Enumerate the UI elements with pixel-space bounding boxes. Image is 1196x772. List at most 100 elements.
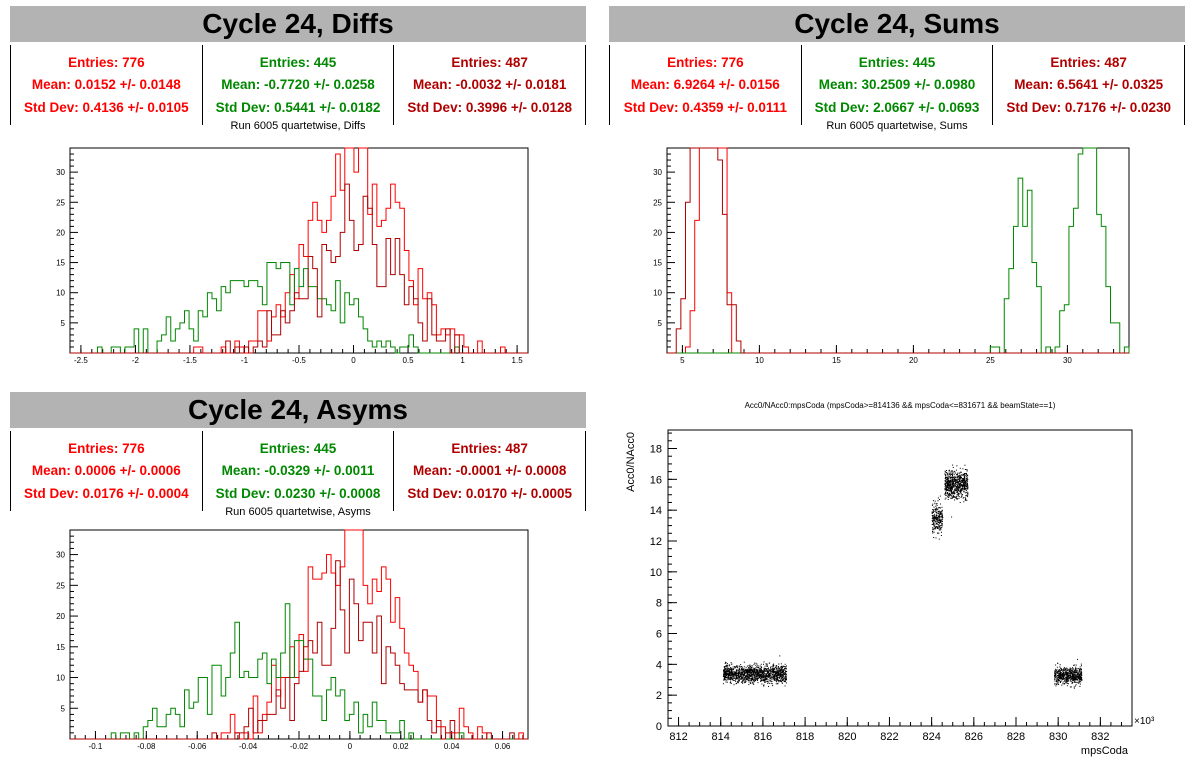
scatter-point [754,667,756,669]
scatter-point [1073,664,1075,666]
scatter-point [947,489,949,491]
scatter-point [735,674,737,676]
stats-entries: Entries: 776 [667,54,744,70]
scatter-point [932,529,934,531]
scatter-point [749,671,751,673]
scatter-point [939,514,941,515]
scatter-point [1075,666,1077,668]
scatter-point [953,491,955,493]
scatter-point [769,678,771,680]
scatter-point [966,484,968,486]
scatter-point [754,671,756,673]
scatter-point [957,478,959,480]
scatter-point [1069,686,1071,688]
scatter-point [756,663,758,665]
scatter-point [1071,683,1073,684]
scatter-point [727,671,729,673]
scatter-point [1079,676,1081,678]
scatter-point [750,668,751,670]
scatter-point [1075,676,1077,678]
scatter-point [1065,667,1067,669]
scatter-point [963,497,965,499]
scatter-point [750,670,752,672]
scatter-point [746,677,748,679]
scatter-point [785,674,787,676]
scatter-point [1054,671,1056,673]
stats-std: Std Dev: 0.7176 +/- 0.0230 [1006,100,1172,116]
x-tick-label: 0 [348,742,353,751]
scatter-point [964,479,966,481]
scatter-point [953,471,955,473]
scatter-point [780,668,782,670]
scatter-point [1054,683,1055,685]
scatter-point [940,520,942,522]
scatter-point [743,673,745,675]
scatter-point [932,521,934,523]
scatter-point [939,525,941,527]
scatter-point [965,492,967,493]
scatter-point [776,669,778,671]
scatter-point [772,674,774,676]
y-tick-label: 25 [56,581,65,590]
scatter-point [766,663,768,665]
scatter-point [1077,671,1079,673]
scatter-point [780,680,781,682]
scatter-point [773,679,775,681]
scatter-point [743,675,745,676]
scatter-point [951,490,952,492]
scatter-point [935,508,937,510]
x-tick-label: -0.04 [239,742,258,751]
scatter-point [1076,681,1078,683]
scatter-point [780,669,782,671]
scatter-point [942,515,943,517]
scatter-point [768,671,770,673]
scatter-point [1065,682,1067,684]
scatter-point [965,487,967,489]
scatter-point [769,677,771,679]
scatter-point [1072,679,1074,681]
scatter-point [723,674,725,676]
scatter-point [948,480,950,482]
scatter-point [1064,674,1066,676]
scatter-point [740,679,742,680]
scatter-point [1068,669,1070,671]
scatter-point [738,682,739,684]
scatter-point [771,674,773,676]
scatter-point [937,509,939,511]
scatter-point [760,666,762,668]
scatter-point [739,669,741,671]
scatter-point [743,668,745,670]
scatter-point [950,492,952,494]
scatter-point [963,501,965,503]
y-tick-label: 5 [658,319,663,328]
scatter-point [1061,669,1063,671]
scatter-point [954,486,956,488]
scatter-point [781,676,783,678]
scatter-point [950,497,952,499]
scatter-point [948,490,950,492]
scatter-point [1076,670,1078,672]
scatter-point [1075,667,1077,669]
scatter-point [935,511,937,513]
scatter-point [782,669,784,671]
scatter-point [729,682,731,684]
scatter-point [948,480,950,482]
scatter-point [731,674,733,676]
scatter-point [962,478,964,480]
scatter-point [764,681,765,683]
scatter-point [781,672,783,674]
scatter-point [733,676,735,678]
scatter-point [1068,675,1070,677]
scatter-point [1075,674,1077,676]
scatter-point [963,483,965,485]
y-tick-label: 10 [56,289,65,298]
scatter-point [1080,676,1082,678]
scatter-point [954,476,956,478]
scatter-point [773,671,775,673]
y-tick-label: 20 [56,228,65,237]
scatter-point [935,528,937,530]
scatter-point [954,492,956,494]
scatter-point [779,655,781,657]
scatter-point [964,484,965,486]
scatter-point [783,666,785,667]
